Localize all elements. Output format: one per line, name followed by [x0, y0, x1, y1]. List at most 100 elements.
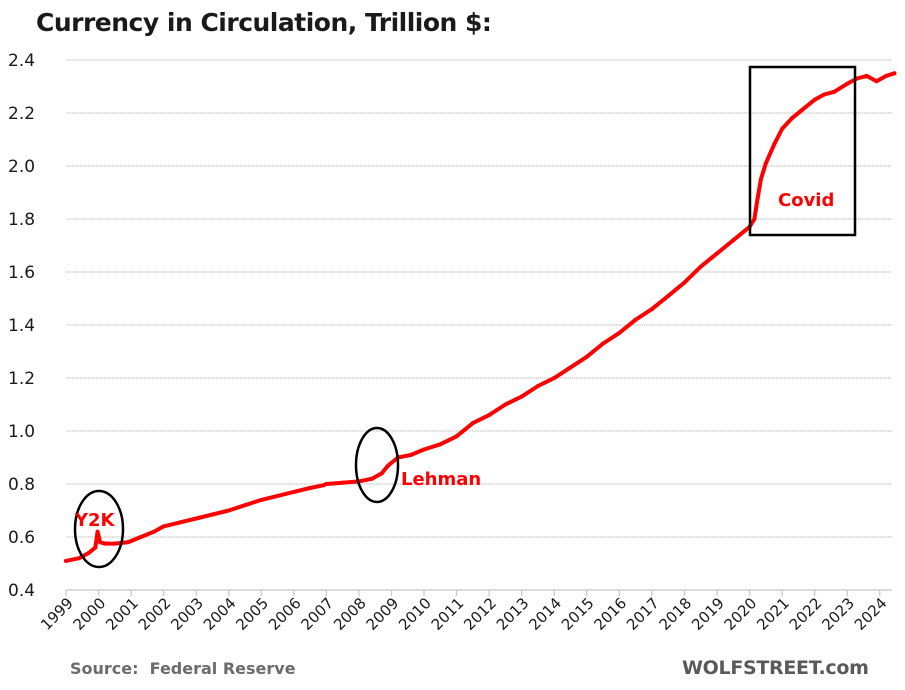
data-point [519, 394, 524, 399]
data-point [884, 73, 889, 78]
data-point [535, 383, 540, 388]
data-point [470, 421, 475, 426]
brand-watermark: WOLFSTREET.com [682, 657, 869, 679]
data-point [568, 365, 573, 370]
data-point [763, 161, 768, 166]
y-tick-label: 0.4 [8, 581, 35, 601]
x-tick-label: 2009 [363, 594, 403, 634]
data-point [409, 452, 414, 457]
x-tick-label: 2023 [818, 594, 858, 634]
y-axis-ticks: 0.4 0.6 0.8 1.0 1.2 1.4 1.6 1.8 2.0 2.2 2.4 [8, 51, 35, 601]
data-point [422, 447, 427, 452]
y-tick-label: 1.8 [8, 210, 35, 230]
data-point [633, 317, 638, 322]
data-point [340, 480, 345, 485]
data-point [682, 280, 687, 285]
data-point [321, 483, 326, 488]
x-tick-label: 2005 [232, 594, 272, 634]
x-tick-label: 2024 [851, 594, 891, 634]
data-point [845, 81, 850, 86]
data-point [454, 434, 459, 439]
y-tick-label: 0.8 [8, 475, 35, 495]
data-point [308, 485, 313, 490]
data-point [98, 540, 103, 545]
data-point [210, 512, 215, 517]
data-point [379, 471, 384, 476]
data-point [892, 71, 897, 76]
y-tick-label: 1.2 [8, 369, 35, 389]
series-layer [64, 71, 897, 563]
x-tick-label: 2011 [428, 594, 468, 634]
y-tick-label: 2.2 [8, 104, 35, 124]
y-tick-label: 2.0 [8, 157, 35, 177]
x-tick-label: 2007 [297, 594, 337, 634]
covid-box [748, 65, 857, 237]
x-tick-label: 2000 [70, 594, 110, 634]
x-tick-label: 2017 [623, 594, 663, 634]
data-point [324, 482, 329, 486]
data-point [64, 558, 68, 563]
x-tick-label: 1999 [37, 594, 77, 634]
x-tick-label: 2008 [330, 594, 370, 634]
annotations: Y2K Lehman Covid [73, 65, 857, 569]
data-point [552, 376, 557, 380]
data-point [812, 97, 817, 102]
data-point [77, 556, 82, 561]
y2k-ellipse [73, 489, 125, 569]
x-tick-label: 2018 [656, 594, 696, 634]
x-tick-label: 2015 [558, 594, 598, 634]
gridlines [66, 59, 892, 538]
x-tick-label: 2003 [167, 594, 207, 634]
data-point [226, 508, 231, 513]
data-point [138, 535, 143, 539]
data-point [789, 116, 794, 121]
data-point [758, 177, 763, 182]
x-tick-label: 2010 [395, 594, 435, 634]
data-point [125, 540, 130, 545]
data-point [151, 529, 156, 534]
data-point [755, 195, 760, 200]
x-tick-label: 2013 [493, 594, 533, 634]
lehman-label: Lehman [401, 469, 481, 490]
data-point [601, 341, 606, 346]
x-axis: 1999200020012002200320042005200620072008… [37, 589, 892, 634]
x-tick-label: 2020 [721, 594, 761, 634]
data-point [799, 108, 804, 113]
data-point [666, 293, 671, 298]
y-tick-label: 0.6 [8, 528, 35, 548]
data-point [275, 493, 280, 498]
data-point [112, 541, 117, 546]
data-point [86, 550, 91, 555]
x-tick-label: 2014 [525, 594, 565, 634]
x-tick-label: 2006 [265, 594, 305, 634]
x-tick-label: 2022 [786, 594, 826, 634]
data-point [95, 529, 100, 534]
x-tick-label: 2019 [688, 594, 728, 634]
x-tick-label: 2002 [135, 594, 175, 634]
data-point [874, 79, 879, 84]
source-note: Source: Federal Reserve [70, 659, 296, 678]
covid-label: Covid [778, 190, 834, 211]
data-point [584, 354, 589, 359]
x-tick-label: 2016 [590, 594, 630, 634]
data-point [177, 520, 182, 525]
data-point [243, 503, 248, 508]
x-tick-label: 2004 [200, 594, 240, 634]
data-point [291, 489, 296, 494]
data-point [194, 516, 199, 521]
x-tick-label: 2012 [460, 594, 500, 634]
data-point [715, 251, 719, 256]
data-point [103, 541, 108, 546]
data-point [698, 264, 703, 269]
data-point [731, 238, 736, 243]
data-point [832, 89, 837, 94]
data-point [93, 545, 98, 550]
y-tick-label: 1.4 [8, 316, 35, 336]
y-tick-label: 1.0 [8, 422, 35, 442]
data-point [386, 463, 391, 468]
data-point [161, 524, 166, 529]
data-point [617, 330, 622, 335]
data-point [752, 217, 757, 221]
y-tick-label: 1.6 [8, 263, 35, 283]
